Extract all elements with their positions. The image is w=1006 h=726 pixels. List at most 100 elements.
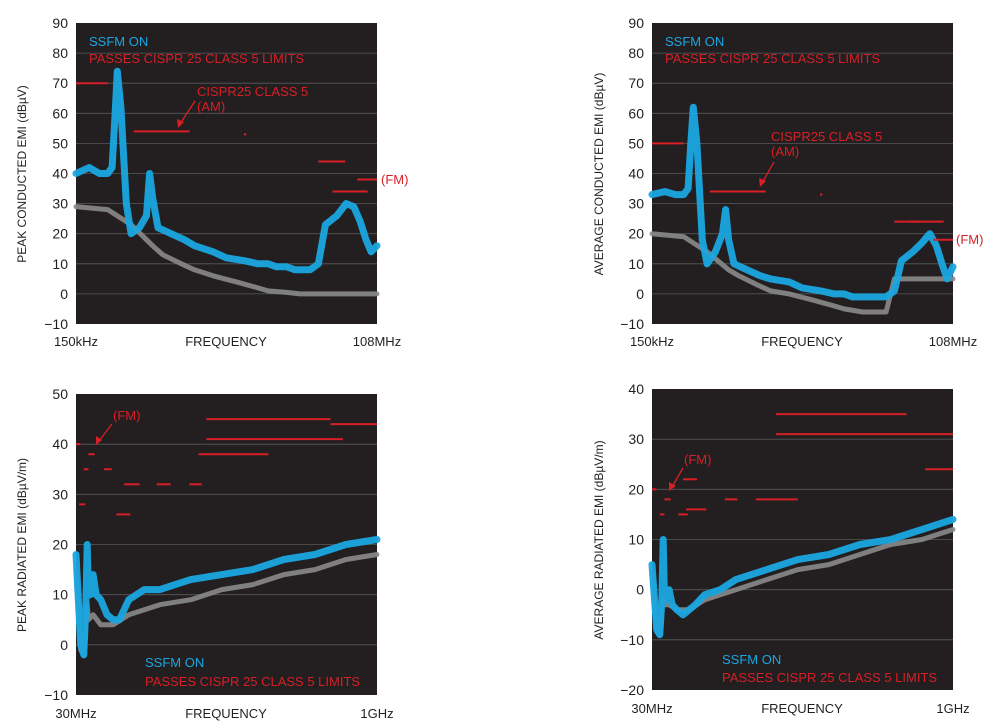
y-tick-label: 70 (52, 75, 68, 91)
fm-arrow (98, 423, 113, 442)
y-tick-label: 80 (52, 45, 68, 61)
y-tick-label: 30 (52, 486, 68, 502)
am-arrowhead (759, 178, 766, 187)
annotation-cispr25: CISPR25 CLASS 5 (771, 129, 882, 144)
legend-ssfm-on: SSFM ON (89, 34, 148, 49)
x-end-label: 1GHz (936, 701, 969, 716)
y-tick-label: 40 (628, 381, 644, 397)
x-end-label: 1GHz (360, 706, 393, 721)
annotation-fm: (FM) (381, 172, 408, 187)
fm-arrowhead (669, 482, 676, 491)
y-tick-labels: −10 0 10 20 30 40 50 (44, 386, 68, 703)
y-tick-label: 80 (628, 45, 644, 61)
annotation-cispr25: CISPR25 CLASS 5 (197, 84, 308, 99)
y-tick-label: 40 (628, 166, 644, 182)
annotation-am: (AM) (771, 144, 799, 159)
y-tick-label: 10 (628, 532, 644, 548)
y-tick-label: 60 (52, 105, 68, 121)
y-axis-label: PEAK CONDUCTED EMI (dBµV) (15, 85, 29, 263)
annotation-fm: (FM) (956, 232, 983, 247)
legend-passes-limits: PASSES CISPR 25 CLASS 5 LIMITS (722, 670, 937, 685)
legend-passes-limits: PASSES CISPR 25 CLASS 5 LIMITS (145, 674, 360, 689)
y-tick-label: 50 (52, 135, 68, 151)
limit-lines-group (76, 418, 377, 516)
legend-passes-limits: PASSES CISPR 25 CLASS 5 LIMITS (89, 51, 304, 66)
y-tick-label: −10 (44, 316, 68, 332)
y-tick-label: 90 (52, 15, 68, 31)
y-tick-label: 10 (52, 587, 68, 603)
y-tick-labels: −20 −10 0 10 20 30 40 (620, 381, 644, 698)
x-start-label: 30MHz (631, 701, 672, 716)
series-group (648, 515, 957, 639)
legend-ssfm-on: SSFM ON (145, 655, 204, 670)
annotation-am: (AM) (197, 99, 225, 114)
x-axis-label: FREQUENCY (185, 706, 267, 721)
chart-average-conducted: −10 0 10 20 30 40 50 60 70 80 90 AVERAGE CONDUCTED… (592, 15, 983, 349)
y-tick-label: 20 (52, 537, 68, 553)
y-tick-label: 50 (52, 386, 68, 402)
series-ssfm-off (73, 204, 380, 297)
y-tick-label: 20 (628, 226, 644, 242)
x-axis-label: FREQUENCY (761, 701, 843, 716)
series-ssfm-on (72, 536, 381, 659)
fm-arrow (671, 467, 684, 488)
y-tick-label: 0 (60, 286, 68, 302)
y-tick-label: 30 (628, 431, 644, 447)
y-tick-label: −10 (620, 316, 644, 332)
series-group (72, 536, 381, 659)
series-ssfm-on (648, 103, 957, 301)
series-ssfm-on (648, 515, 957, 639)
y-tick-label: 40 (52, 436, 68, 452)
annotation-fm: (FM) (684, 452, 711, 467)
y-tick-labels: −10 0 10 20 30 40 50 60 70 80 90 (44, 15, 68, 332)
grid-lines (652, 52, 953, 295)
y-tick-label: 0 (60, 637, 68, 653)
y-axis-label: AVERAGE CONDUCTED EMI (dBµV) (592, 73, 606, 276)
y-axis-label: AVERAGE RADIATED EMI (dBµV/m) (592, 440, 606, 639)
limit-lines-group (652, 413, 953, 516)
legend-ssfm-on: SSFM ON (665, 34, 724, 49)
limit-lines-group (652, 142, 953, 241)
y-axis-label: PEAK RADIATED EMI (dBµV/m) (15, 458, 29, 632)
legend-ssfm-on: SSFM ON (722, 652, 781, 667)
y-tick-label: −20 (620, 682, 644, 698)
y-tick-label: 90 (628, 15, 644, 31)
legend-passes-limits: PASSES CISPR 25 CLASS 5 LIMITS (665, 51, 880, 66)
y-tick-label: 60 (628, 105, 644, 121)
am-arrow (179, 100, 196, 125)
x-start-label: 150kHz (54, 334, 98, 349)
series-group (648, 103, 957, 315)
x-axis-label: FREQUENCY (185, 334, 267, 349)
y-tick-label: 40 (52, 166, 68, 182)
y-tick-label: 10 (628, 256, 644, 272)
y-tick-labels: −10 0 10 20 30 40 50 60 70 80 90 (620, 15, 644, 332)
y-tick-label: −10 (44, 687, 68, 703)
grid-lines (652, 438, 953, 641)
y-tick-label: 0 (636, 286, 644, 302)
am-arrowhead (177, 119, 184, 128)
x-end-label: 108MHz (353, 334, 401, 349)
y-tick-label: 0 (636, 582, 644, 598)
x-axis-label: FREQUENCY (761, 334, 843, 349)
y-tick-label: 30 (52, 196, 68, 212)
chart-peak-radiated: −10 0 10 20 30 40 50 PEAK RADIATED EMI (dBµV/m… (15, 386, 394, 721)
y-tick-label: 30 (628, 196, 644, 212)
annotation-fm: (FM) (113, 408, 140, 423)
y-tick-label: 20 (628, 481, 644, 497)
limit-lines-group (76, 82, 377, 193)
x-start-label: 150kHz (630, 334, 674, 349)
chart-peak-conducted: −10 0 10 20 30 40 50 60 70 80 90 PEAK CONDUCTED EM… (15, 15, 408, 349)
x-end-label: 108MHz (929, 334, 977, 349)
y-tick-label: 70 (628, 75, 644, 91)
series-group (72, 67, 381, 297)
x-start-label: 30MHz (55, 706, 96, 721)
grid-lines (76, 443, 377, 646)
y-tick-label: 50 (628, 135, 644, 151)
fm-arrowhead (96, 436, 102, 445)
chart-average-radiated: −20 −10 0 10 20 30 40 AVERAGE RADIATED EMI (dB… (592, 381, 970, 716)
am-arrow (761, 161, 775, 184)
y-tick-label: −10 (620, 632, 644, 648)
series-ssfm-off (649, 231, 956, 315)
y-tick-label: 10 (52, 256, 68, 272)
